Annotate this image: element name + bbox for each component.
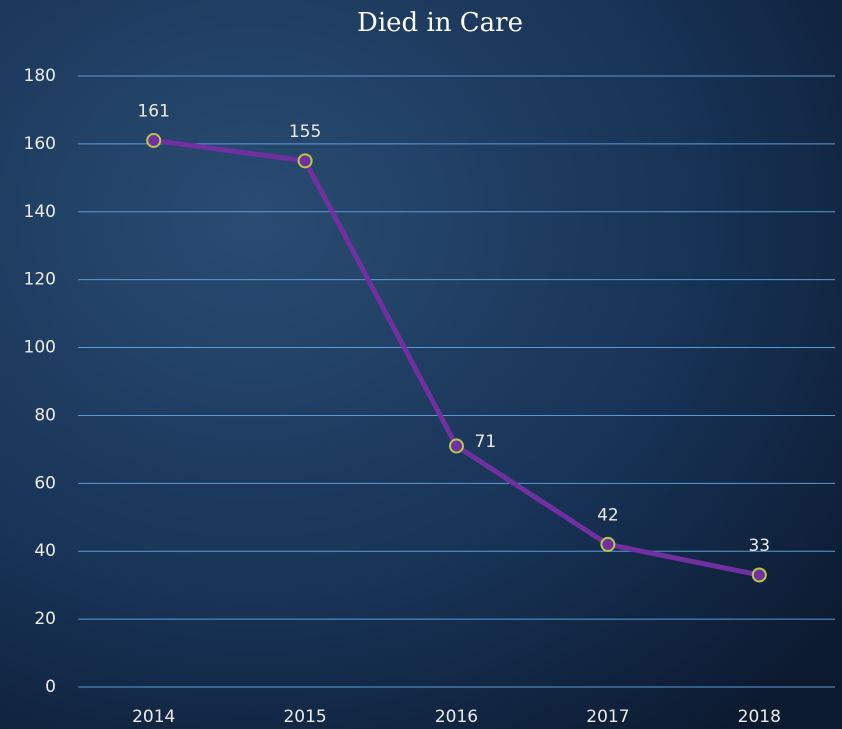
chart-title: Died in Care [357,8,523,38]
data-point [297,153,313,169]
y-tick-label: 40 [34,541,56,561]
y-tick-label: 160 [24,134,56,154]
x-tick-label: 2017 [586,707,629,727]
x-tick-label: 2015 [283,707,326,727]
x-tick-label: 2018 [738,707,781,727]
y-tick-label: 60 [34,473,56,493]
data-label: 161 [137,101,169,121]
data-point [600,536,616,552]
y-tick-label: 140 [24,202,56,222]
data-label: 155 [289,122,321,142]
y-tick-label: 120 [24,270,56,290]
x-tick-label: 2016 [435,707,478,727]
data-label: 42 [597,505,619,525]
y-tick-label: 80 [34,405,56,425]
y-tick-label: 20 [34,609,56,629]
data-point [449,438,464,454]
data-label: 71 [475,432,497,452]
y-tick-label: 100 [24,338,56,358]
x-tick-label: 2014 [132,707,175,727]
y-tick-label: 180 [24,66,56,86]
data-label: 33 [748,536,770,556]
y-tick-label: 0 [45,677,56,697]
data-point [751,567,767,583]
data-point [146,132,162,148]
